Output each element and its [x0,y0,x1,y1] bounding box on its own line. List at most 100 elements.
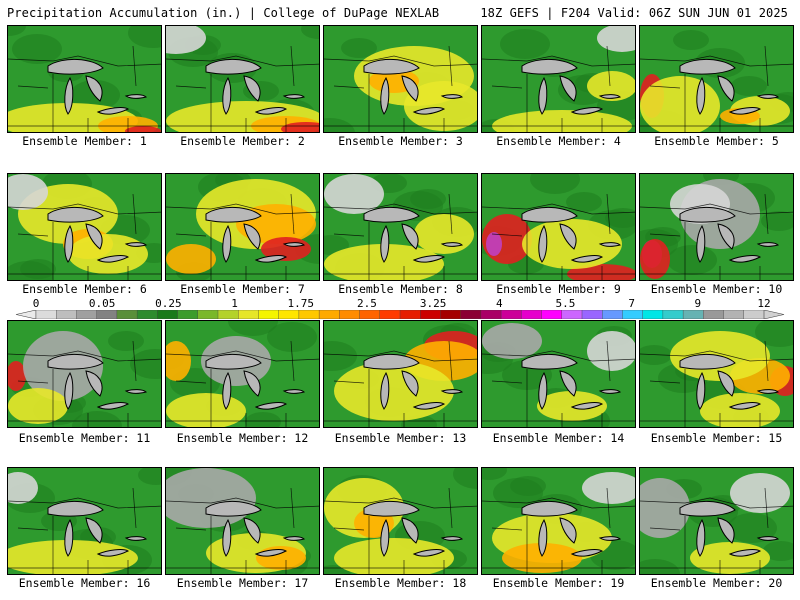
precip-map [639,320,794,428]
lake-outline [363,207,420,223]
lake-outline [85,370,103,397]
ensemble-member-map-5 [639,25,794,133]
precip-contour [8,540,138,574]
ensemble-member-map-11 [7,320,162,428]
colorbar-swatch [682,310,705,319]
lake-outline [717,75,735,102]
colorbar-swatch [177,310,199,319]
lake-outline [363,501,420,517]
border-line [491,233,523,237]
lake-outline [412,402,446,410]
precip-contour [414,214,474,254]
border-line [132,45,137,87]
precip-map [7,467,162,575]
ensemble-member-label: Ensemble Member: 11 [18,431,151,445]
precip-contour [334,361,454,421]
colorbar-tick-label: 0.05 [88,297,116,310]
precip-contour [166,244,216,274]
precip-contour [482,323,542,359]
lake-outline [85,75,103,102]
border-line [324,497,477,509]
precip-map [639,173,794,281]
colorbar-tick-label: 0.25 [155,297,182,310]
page-title: Precipitation Accumulation (in.) | Colle… [7,6,440,20]
border-line [764,487,769,529]
precip-map [165,467,320,575]
precip-contour [500,29,550,59]
border-line [448,487,453,529]
lake-outline [440,536,463,541]
border-line [640,55,793,67]
border-line [764,45,769,87]
precip-map [323,467,478,575]
border-line [649,527,681,531]
lake-outline [440,242,463,247]
model-run-info: 18Z GEFS | F204 Valid: 06Z SUN JUN 01 20… [480,6,788,20]
lake-outline [243,223,261,250]
lake-outline [538,76,548,115]
colorbar-swatch [359,310,381,319]
colorbar-swatch [278,310,300,319]
ensemble-member-map-17 [165,467,320,575]
precip-map [481,173,636,281]
colorbar-swatch [379,310,401,319]
lake-outline [282,94,305,99]
lake-outline [380,371,390,410]
colorbar-swatch [116,310,138,319]
colorbar-tick-label: 12 [757,297,771,310]
precip-map [639,467,794,575]
colorbar-swatch [662,310,684,319]
precip-contour [8,174,48,210]
lake-outline [440,94,463,99]
lake-outline [282,242,305,247]
precip-contour [587,71,635,101]
ensemble-member-label: Ensemble Member: 17 [176,576,309,590]
precip-contour [8,361,26,391]
ensemble-member-label: Ensemble Member: 19 [492,576,625,590]
border-line [333,527,365,531]
colorbar-swatch [318,310,341,319]
lake-outline [282,536,305,541]
lake-outline [205,207,262,223]
border-line [132,340,137,382]
colorbar-swatch [96,310,118,319]
precip-contour [530,174,580,194]
precip-map [323,320,478,428]
precip-contour [301,26,319,39]
lake-outline [412,549,446,557]
precip-contour [324,174,384,214]
border-line [606,340,611,382]
colorbar-tick-label: 7 [628,297,635,310]
border-line [290,340,295,382]
border-line [606,487,611,529]
colorbar-swatch [399,310,421,319]
colorbar-swatch [602,310,624,319]
precip-contour [482,468,507,480]
border-line [8,350,161,362]
colorbar-swatch [136,310,159,319]
lake-outline [222,518,232,557]
ensemble-member-label: Ensemble Member: 1 [22,134,147,148]
border-line [17,527,49,531]
ensemble-member-map-2 [165,25,320,133]
ensemble-member-map-3 [323,25,478,133]
precip-contour [166,393,246,427]
lake-outline [64,518,74,557]
border-line [640,203,793,215]
lake-outline [559,75,577,102]
ensemble-member-map-13 [323,320,478,428]
lake-outline [728,549,762,557]
lake-outline [96,402,130,410]
precip-contour [731,76,767,96]
border-line [8,497,161,509]
ensemble-member-label: Ensemble Member: 10 [650,282,783,296]
lake-outline [124,536,147,541]
border-line [764,340,769,382]
precip-contour [128,26,161,48]
precip-contour [8,261,53,280]
colorbar-swatch [35,310,57,319]
colorbar-swatches [15,310,785,319]
precip-map [165,173,320,281]
colorbar-tick-label: 2.5 [356,297,377,310]
precip-contour [166,341,191,381]
